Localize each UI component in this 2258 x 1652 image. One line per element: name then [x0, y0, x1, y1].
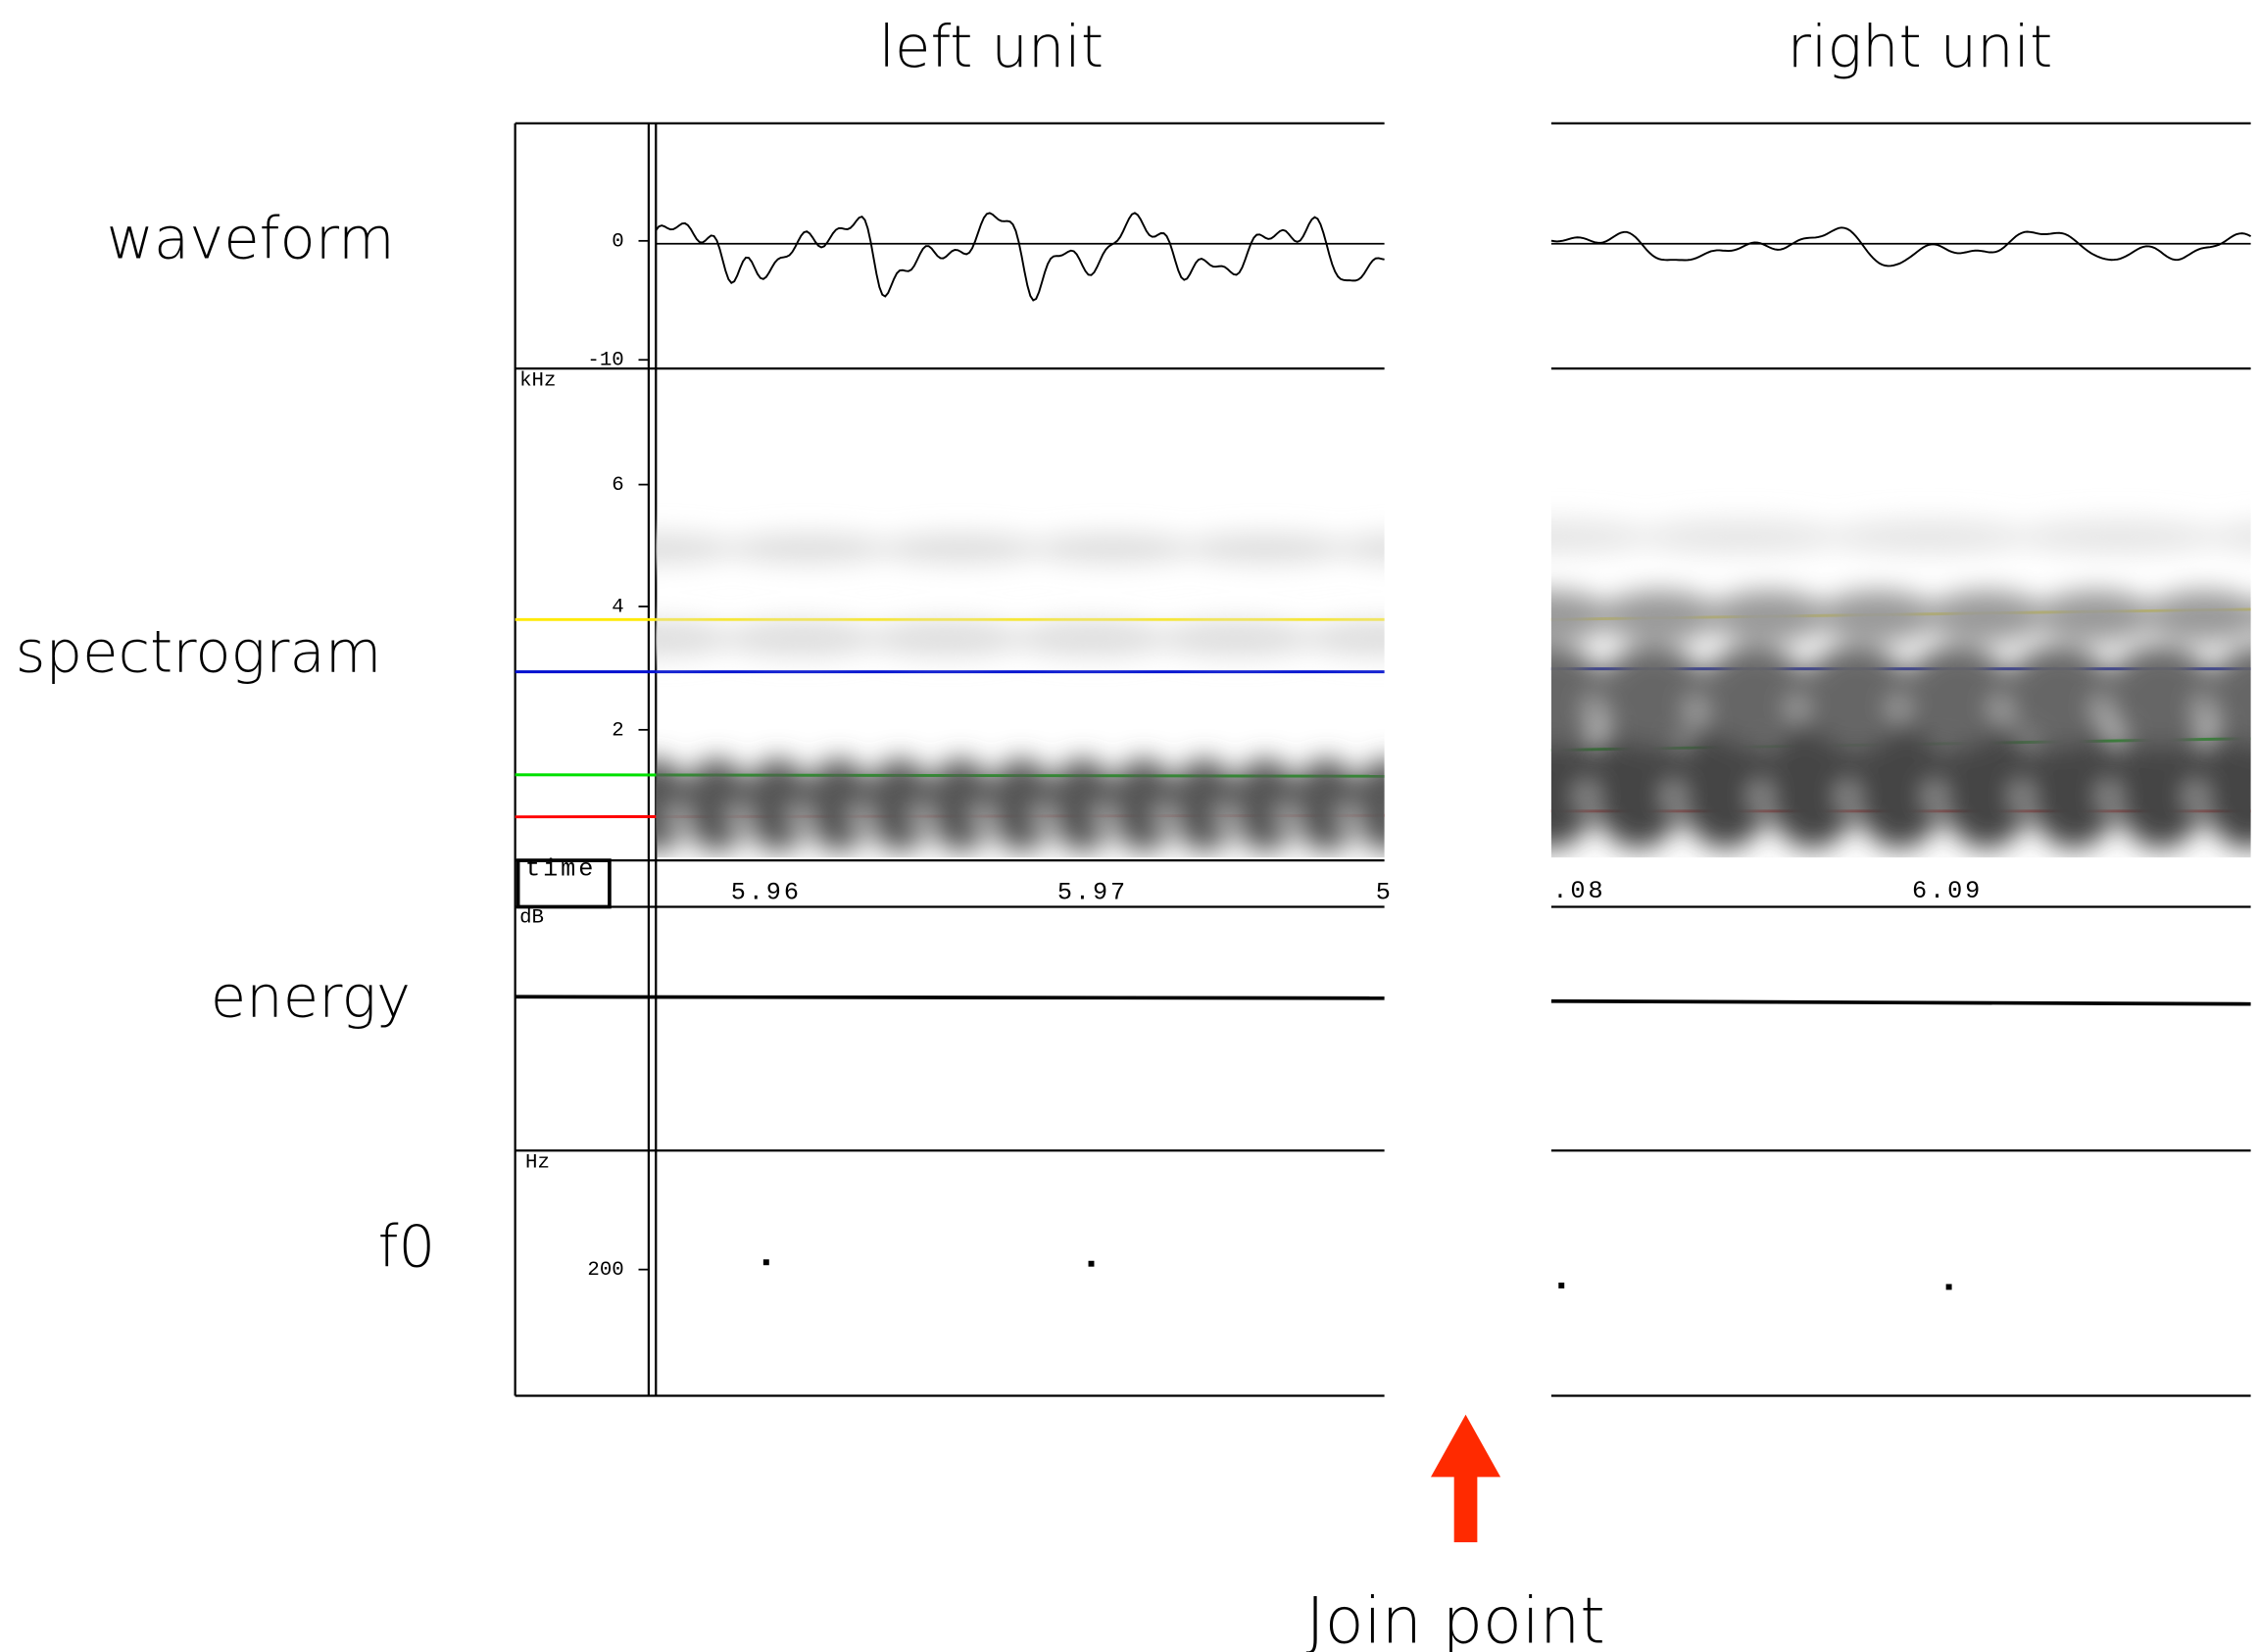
f0-point: [1558, 1282, 1565, 1288]
spectral-energy: [1550, 519, 1655, 555]
spectral-energy: [1817, 590, 1939, 643]
f0-point: [1088, 1260, 1095, 1267]
spectral-energy: [876, 533, 1045, 563]
spectral-energy: [1596, 645, 1709, 748]
join-label: Join point: [1306, 1584, 1605, 1652]
spectral-energy: [656, 620, 736, 656]
axis-tick-label: 200: [587, 1259, 623, 1282]
time-tick-label: .08: [1552, 877, 1605, 905]
axis-tick-label: 6: [612, 474, 623, 497]
spectral-energy: [988, 758, 1055, 852]
spectral-energy: [1764, 717, 1861, 850]
axis-label: time: [525, 855, 596, 884]
spectral-energy: [1636, 519, 1844, 555]
row-label: spectrogram: [16, 617, 382, 685]
spectrogram: [1550, 519, 2258, 850]
axis-tick-label: 4: [612, 596, 623, 618]
spectral-energy: [1590, 717, 1687, 850]
spectral-energy: [2013, 519, 2222, 555]
spectral-energy: [805, 758, 873, 852]
row-label: waveform: [106, 204, 394, 271]
time-tick-label: 6.09: [1912, 877, 1983, 905]
spectral-energy: [1851, 717, 1948, 850]
spectral-energy: [2104, 645, 2217, 748]
spectral-energy: [656, 533, 740, 563]
join-arrow: [1430, 1414, 1501, 1543]
spectral-energy: [683, 758, 751, 852]
f0-point: [762, 1259, 769, 1266]
spectral-energy: [656, 758, 690, 852]
spectral-energy: [2202, 521, 2251, 552]
axis-tick-label: -10: [587, 350, 623, 372]
spectral-energy: [1939, 717, 2035, 850]
spectral-energy: [1599, 590, 1721, 643]
spectral-energy: [1677, 717, 1774, 850]
spectral-energy: [1334, 535, 1385, 562]
time-tick-label: 5.96: [731, 878, 802, 906]
spectral-energy: [1708, 590, 1830, 643]
spectral-energy: [1799, 645, 1912, 748]
spectral-energy: [1550, 590, 1611, 643]
energy-trace: [1550, 998, 2251, 1006]
spectral-energy: [2199, 718, 2251, 850]
spectral-energy: [1049, 758, 1116, 852]
spectral-energy: [2112, 717, 2209, 850]
spectral-energy: [865, 758, 934, 852]
energy-trace: [515, 995, 1385, 1000]
time-tick-label: 5.97: [1057, 878, 1128, 906]
spectral-energy: [1109, 758, 1178, 852]
spectral-energy: [744, 758, 811, 852]
spectral-energy: [1698, 645, 1811, 748]
spectral-gap: [1403, 808, 1433, 826]
spectral-energy: [865, 620, 1026, 656]
spectral-energy: [1181, 533, 1350, 563]
axis-unit: dB: [519, 906, 544, 929]
axis-unit: kHz: [519, 369, 556, 392]
row-label: energy: [211, 963, 411, 1031]
spectral-energy: [2144, 590, 2251, 643]
column-label: right unit: [1788, 13, 2053, 80]
waveform-trace: [655, 212, 1385, 302]
spectral-energy: [1029, 533, 1198, 563]
spectral-energy: [1550, 645, 1607, 748]
spectral-energy: [2206, 647, 2251, 747]
waveform-trace: [1550, 226, 2252, 267]
spectral-energy: [1156, 620, 1317, 656]
spectral-energy: [2036, 590, 2156, 643]
spectral-energy: [1231, 758, 1300, 852]
spectral-energy: [1825, 519, 2033, 555]
time-tick-label: 5: [1376, 878, 1394, 906]
axis-tick-label: 2: [612, 719, 623, 742]
spectrogram: [656, 533, 1433, 852]
spectral-energy: [1301, 620, 1385, 656]
column-label: left unit: [879, 13, 1104, 80]
spectral-energy: [1901, 645, 2014, 748]
spectral-energy: [1170, 758, 1239, 852]
spectral-energy: [1011, 620, 1171, 656]
spectral-energy: [927, 758, 995, 852]
spectral-energy: [1353, 758, 1385, 852]
spectral-energy: [724, 533, 893, 563]
spectral-energy: [2003, 645, 2116, 748]
spectral-energy: [1927, 590, 2047, 643]
spectral-energy: [2026, 717, 2122, 850]
spectral-energy: [1550, 718, 1599, 850]
row-label: f0: [378, 1212, 436, 1280]
f0-point: [1945, 1284, 1952, 1290]
spectral-energy: [1293, 758, 1360, 852]
axis-unit: Hz: [525, 1152, 550, 1175]
spectral-energy: [720, 620, 881, 656]
spectral-energy: [2253, 591, 2258, 643]
axis-tick-label: 0: [612, 230, 623, 253]
